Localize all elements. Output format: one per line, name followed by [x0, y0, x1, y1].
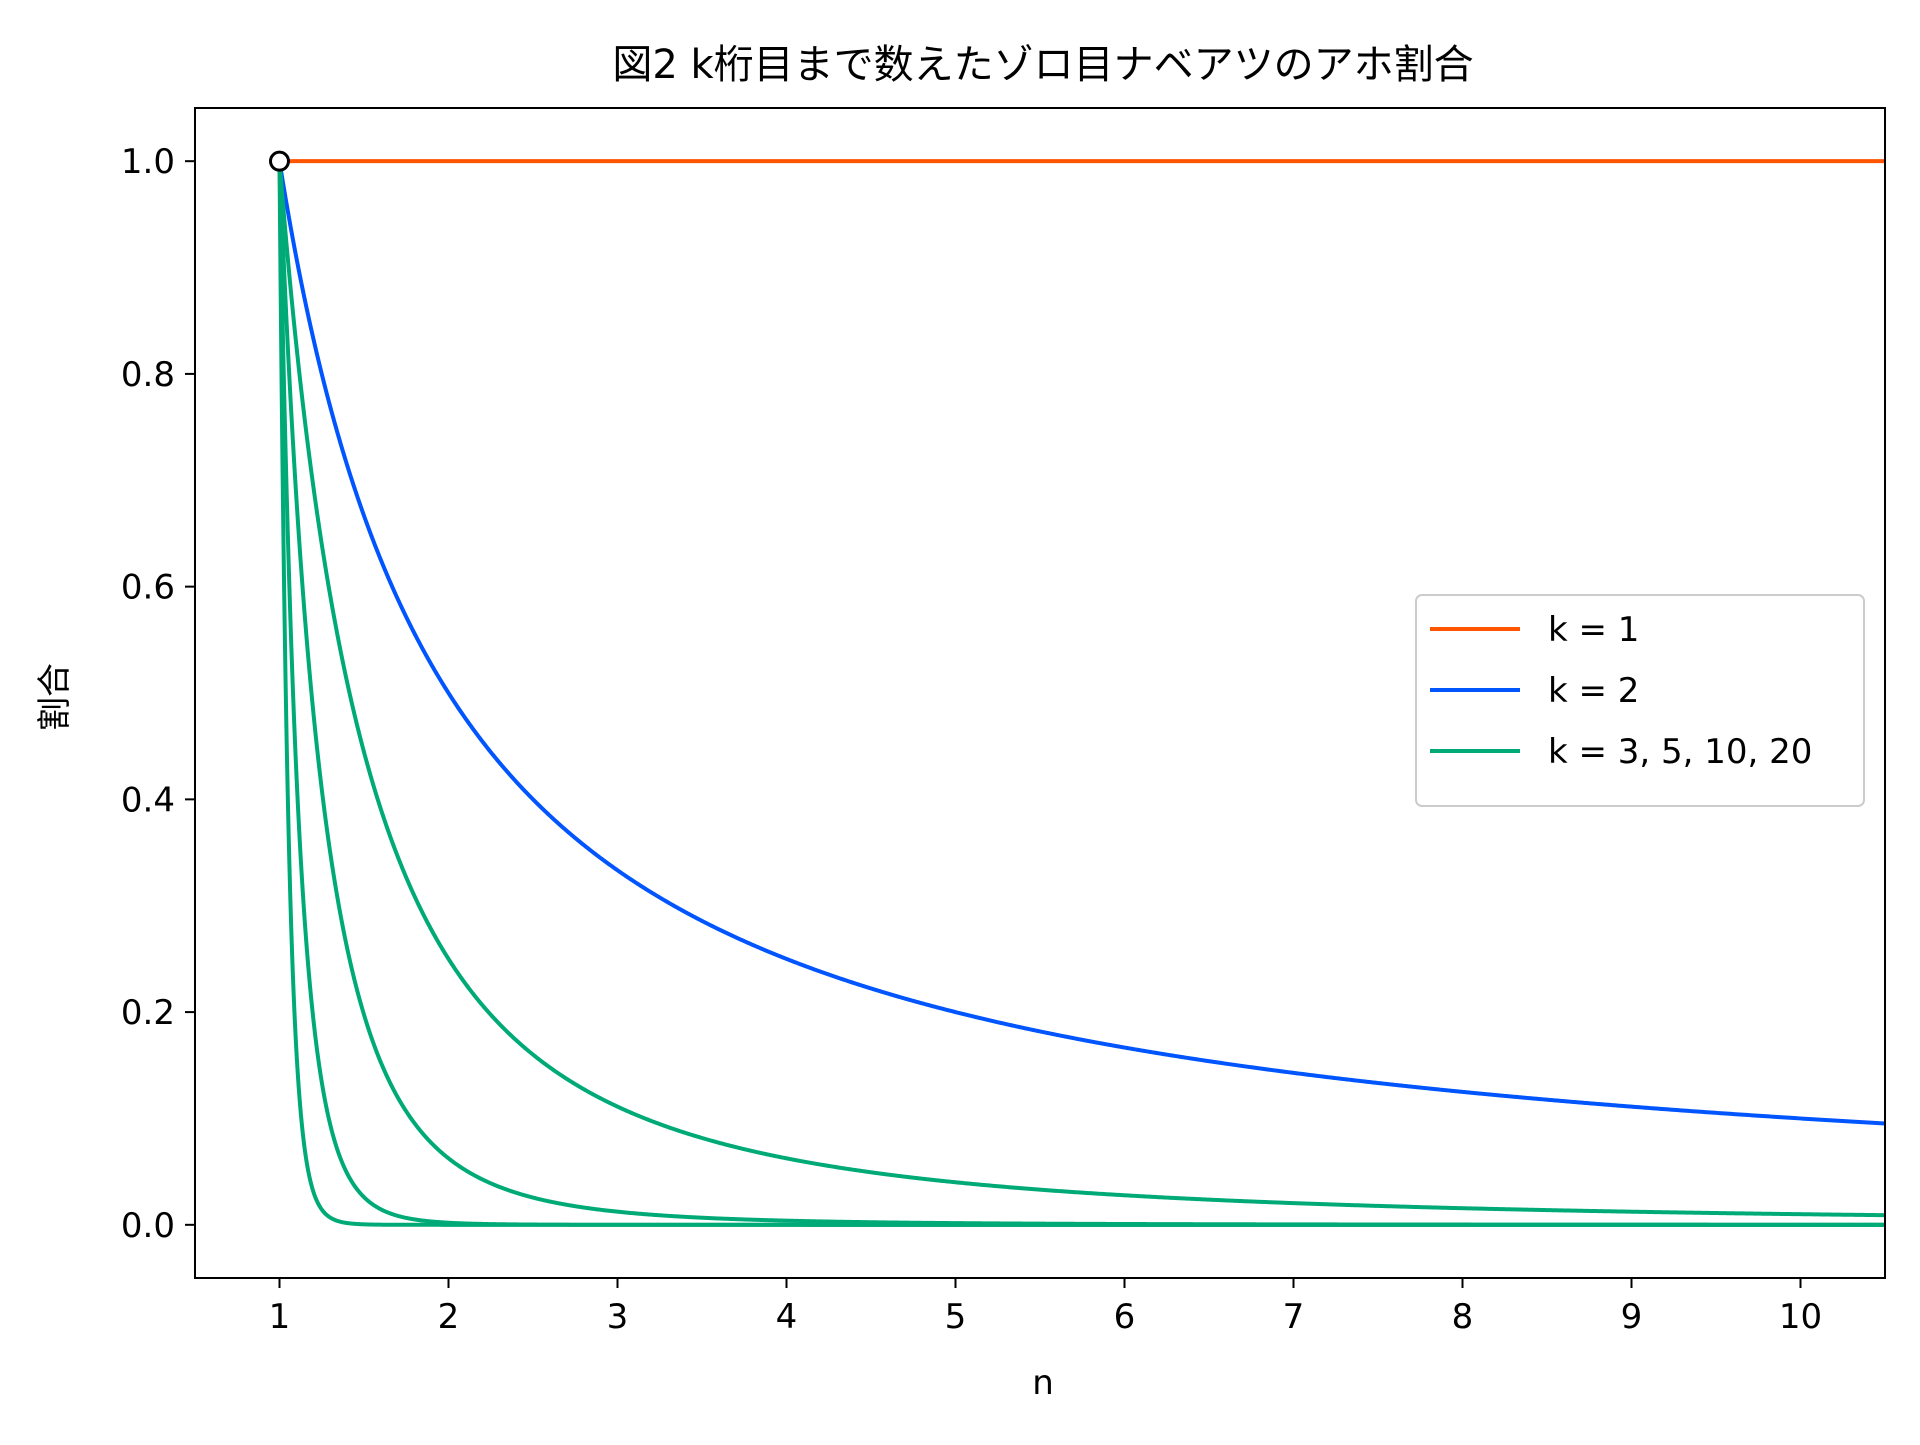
x-tick-label: 4 — [776, 1297, 798, 1337]
x-tick-label: 5 — [945, 1297, 967, 1337]
plot-frame — [194, 107, 1886, 1279]
axis-ticks: 1 2 3 4 5 6 7 8 9 10 0.0 0.2 0.4 0.6 0.8 1.0 — [121, 142, 1822, 1337]
y-tick-label: 0.2 — [121, 993, 175, 1033]
legend-box — [1415, 594, 1865, 807]
legend-label: k = 1 — [1548, 610, 1639, 650]
x-tick-label: 1 — [269, 1297, 291, 1337]
x-tick-label: 9 — [1621, 1297, 1643, 1337]
y-tick-label: 0.6 — [121, 568, 175, 608]
legend: k = 1 k = 2 k = 3, 5, 10, 20 — [1415, 594, 1865, 807]
x-tick-label: 7 — [1283, 1297, 1305, 1337]
x-tick-label: 8 — [1452, 1297, 1474, 1337]
legend-label: k = 2 — [1548, 671, 1639, 711]
open-circle-marker — [269, 150, 290, 172]
legend-label: k = 3, 5, 10, 20 — [1548, 732, 1812, 772]
y-axis-label: 割合 — [35, 663, 75, 731]
series-group — [277, 159, 1885, 1227]
x-axis-label: n — [1032, 1363, 1054, 1403]
series-line-3-k20 — [277, 161, 1885, 1227]
y-tick-label: 0.4 — [121, 780, 175, 820]
chart-title: 図2 k桁目まで数えたゾロ目ナベアツのアホ割合 — [612, 42, 1473, 88]
series-line-3-k3 — [277, 159, 1885, 1218]
x-tick-label: 2 — [438, 1297, 460, 1337]
x-tick-label: 3 — [607, 1297, 629, 1337]
x-tick-label: 10 — [1779, 1297, 1822, 1337]
y-tick-label: 0.0 — [121, 1206, 175, 1246]
y-tick-label: 0.8 — [121, 355, 175, 395]
series-line-2-k2 — [277, 159, 1885, 1126]
x-tick-label: 6 — [1114, 1297, 1136, 1337]
y-tick-label: 1.0 — [121, 142, 175, 182]
